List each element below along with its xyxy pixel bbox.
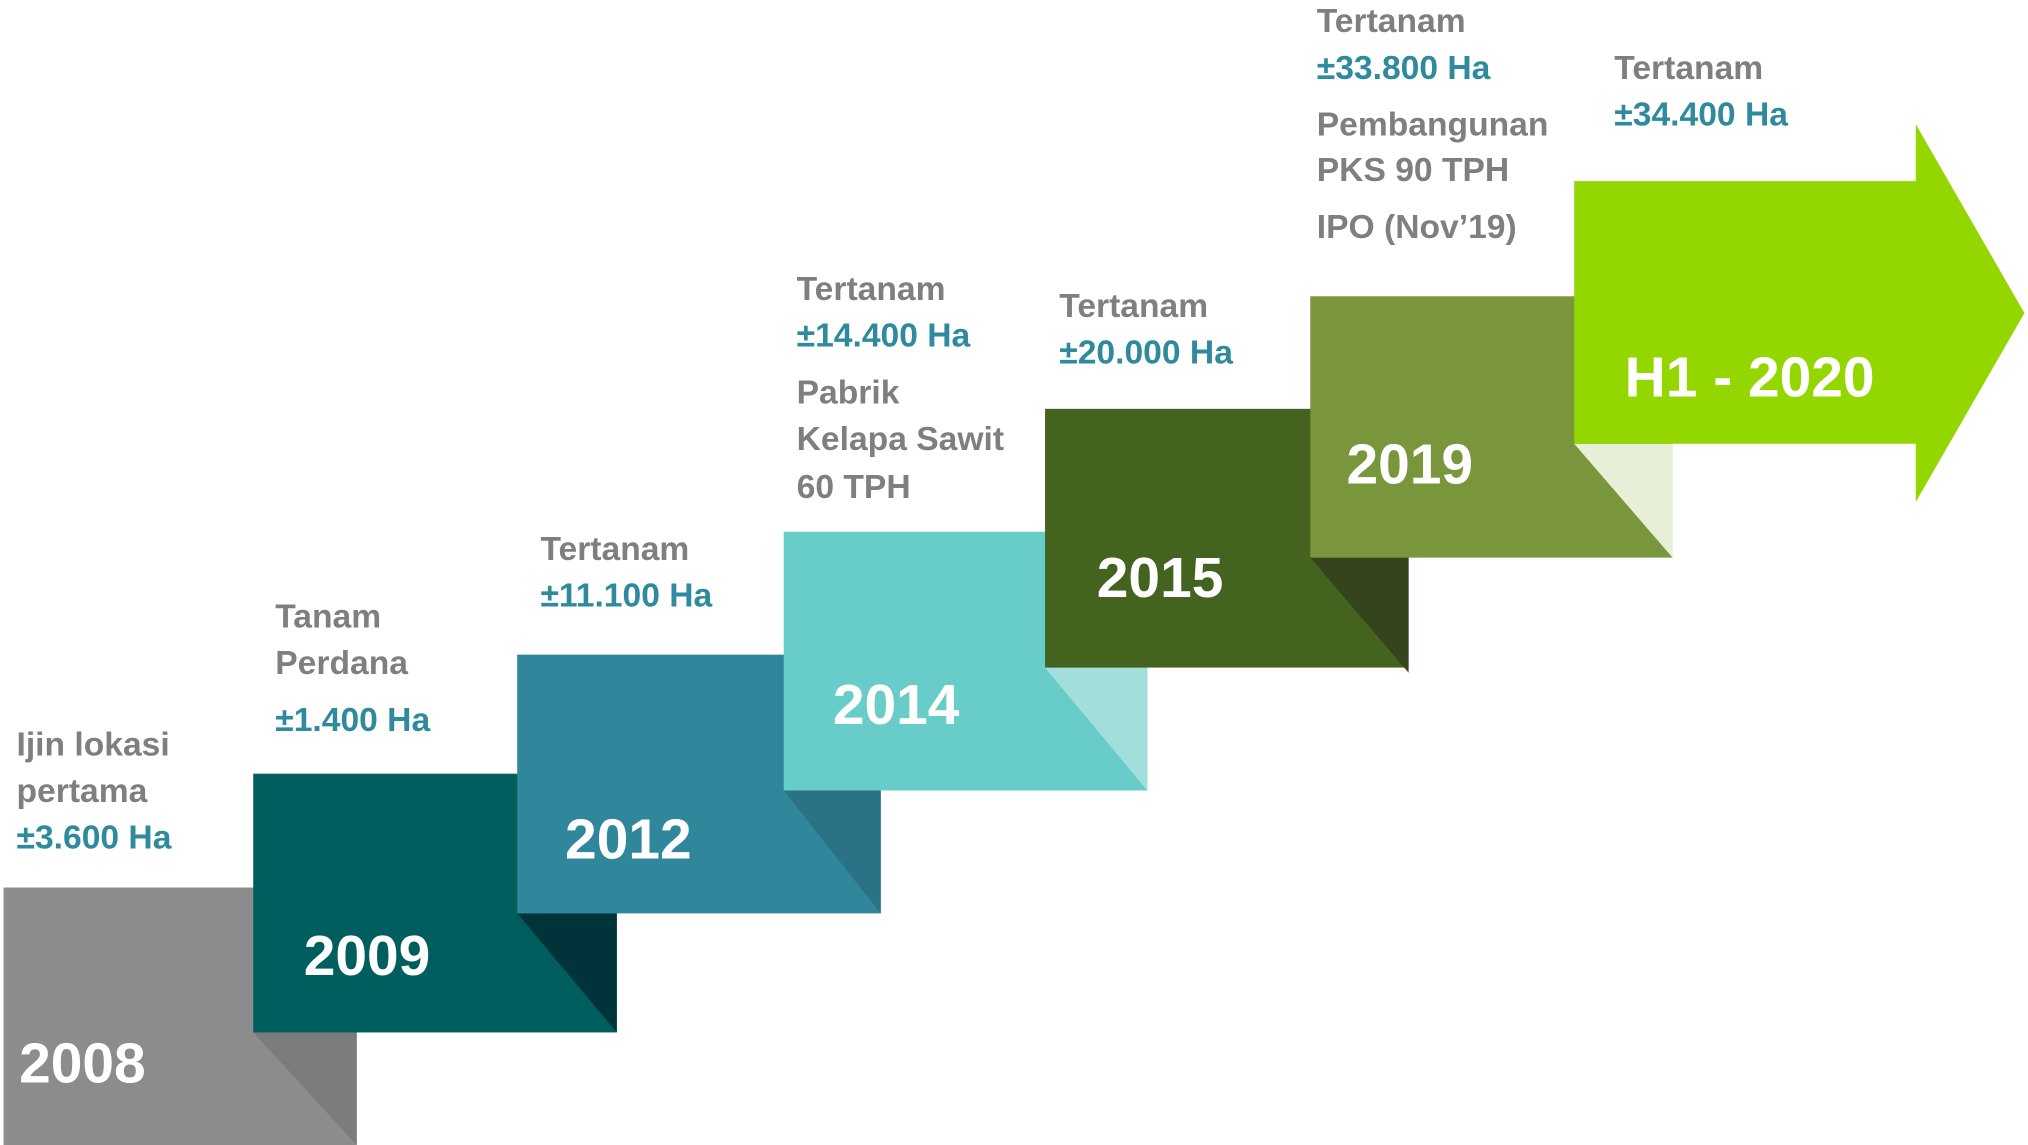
step-note: Tertanam (797, 271, 946, 308)
step-note: ±20.000 Ha (1059, 334, 1233, 371)
step-note: Pabrik (797, 374, 900, 411)
steps (3, 124, 2025, 1145)
step-year: H1 - 2020 (1625, 346, 1875, 410)
step-year: 2008 (19, 1031, 146, 1095)
step-fold (517, 913, 617, 1033)
step-note: Pembangunan (1317, 107, 1549, 144)
step-year: 2014 (833, 673, 960, 737)
step-note: ±14.400 Ha (797, 318, 971, 355)
step-year: 2012 (565, 808, 692, 872)
step-note: Kelapa Sawit (797, 421, 1004, 458)
step-note: Tertanam (1059, 288, 1208, 325)
step-note: PKS 90 TPH (1317, 152, 1509, 189)
step-note: 60 TPH (797, 469, 911, 506)
step-note: ±11.100 Ha (540, 578, 712, 615)
step-year: 2019 (1347, 432, 1474, 496)
step-note: Tanam (275, 598, 381, 635)
step-note: Tertanam (1614, 50, 1763, 87)
step-note: ±3.600 Ha (16, 820, 171, 857)
step-note: Tertanam (540, 531, 689, 568)
step-note: ±33.800 Ha (1317, 50, 1491, 87)
step-note: Tertanam (1317, 3, 1466, 40)
step-note: ±1.400 Ha (275, 702, 430, 739)
step-note: Ijin lokasi (16, 726, 169, 763)
step-fold (1574, 443, 1673, 558)
step-arrow (1574, 124, 2025, 502)
step-note: Perdana (275, 645, 408, 682)
step-year: 2009 (304, 924, 431, 988)
step-year: 2015 (1097, 546, 1224, 610)
step-fold (1045, 667, 1148, 791)
step-note: pertama (16, 773, 147, 810)
step-note: IPO (Nov’19) (1317, 209, 1517, 246)
step-note: ±34.400 Ha (1614, 96, 1788, 133)
step-fold (783, 790, 881, 914)
